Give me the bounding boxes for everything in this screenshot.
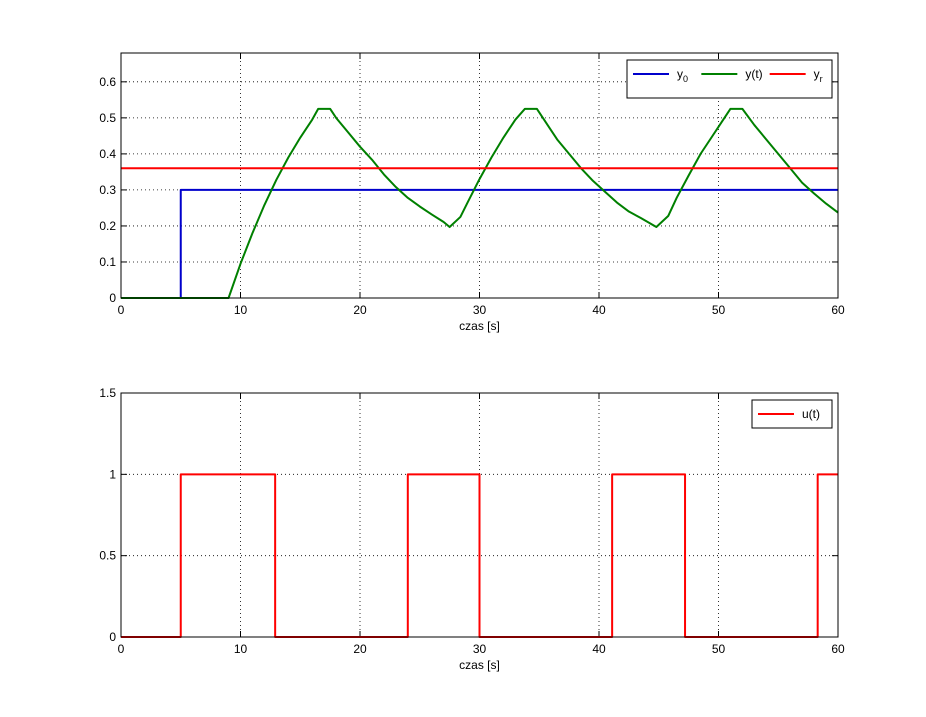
- axes-frame: [120, 392, 839, 638]
- x-tick-label: 10: [234, 642, 248, 656]
- legend-box: [626, 59, 833, 99]
- legend-label: u(t): [802, 407, 820, 421]
- x-tick-label: 50: [712, 642, 726, 656]
- x-tick-label: 20: [353, 303, 367, 317]
- x-tick-label: 20: [353, 642, 367, 656]
- y-tick-label: 0.6: [99, 75, 116, 89]
- x-tick-label: 40: [592, 303, 606, 317]
- x-tick-label: 0: [118, 303, 125, 317]
- y-tick-label: 0.1: [99, 255, 116, 269]
- legend-label: y0: [677, 67, 688, 84]
- y-tick-label: 0.5: [99, 549, 116, 563]
- x-tick-label: 10: [234, 303, 248, 317]
- x-tick-label: 40: [592, 642, 606, 656]
- x-tick-label: 30: [473, 642, 487, 656]
- x-tick-label: 30: [473, 303, 487, 317]
- y-tick-label: 0: [109, 291, 116, 305]
- x-axis-label: czas [s]: [459, 319, 500, 333]
- y-tick-label: 1.5: [99, 386, 116, 400]
- y-tick-label: 1: [109, 467, 116, 481]
- y-tick-label: 0.3: [99, 183, 116, 197]
- x-tick-label: 50: [712, 303, 726, 317]
- x-tick-label: 60: [831, 303, 845, 317]
- plot-top: 0 10 20 30 40 50 60 0 0.1 0.2 0.3 0.4 0.5 0.6 czas [s]…: [99, 52, 845, 333]
- series-line-yt: [121, 107, 839, 299]
- y-tick-label: 0.5: [99, 111, 116, 125]
- x-axis-label: czas [s]: [459, 658, 500, 672]
- legend-label: yr: [814, 67, 823, 84]
- y-tick-label: 0: [109, 630, 116, 644]
- x-tick-label: 0: [118, 642, 125, 656]
- x-tick-label: 60: [831, 642, 845, 656]
- plot-bottom: 0 10 20 30 40 50 60 0 0.5 1 1.5 czas [s] u(t): [99, 386, 845, 672]
- axes-frame: [120, 52, 839, 299]
- y-tick-label: 0.4: [99, 147, 116, 161]
- y-tick-label: 0.2: [99, 219, 116, 233]
- legend-label: y(t): [745, 67, 762, 81]
